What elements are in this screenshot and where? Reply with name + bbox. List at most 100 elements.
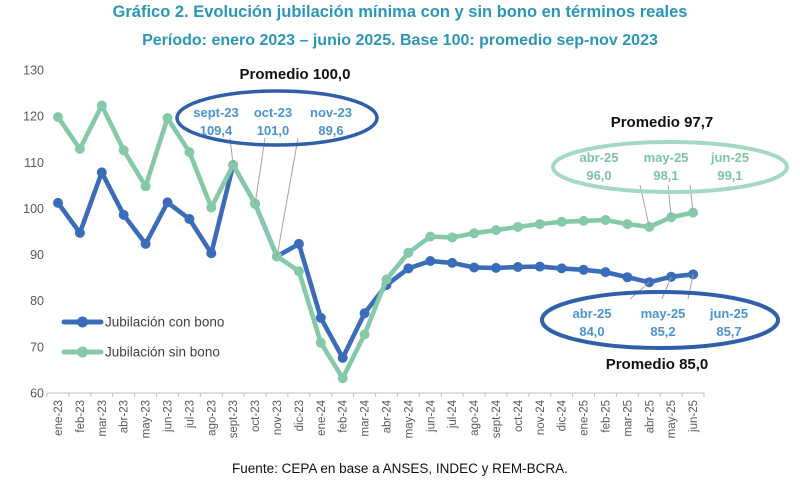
annotation-value: 89,6 <box>318 123 343 138</box>
data-point <box>556 216 567 227</box>
data-point <box>622 219 633 230</box>
annotation-title: Promedio 100,0 <box>240 66 351 83</box>
data-point <box>447 232 458 243</box>
data-point <box>118 209 129 220</box>
y-tick-label: 80 <box>30 294 44 308</box>
data-point <box>293 266 304 277</box>
annotation-month-label: sept-23 <box>193 105 239 120</box>
data-point <box>512 262 523 272</box>
data-point <box>469 262 480 273</box>
x-tick-label: abr-23 <box>119 400 131 433</box>
y-tick-label: 120 <box>23 110 44 124</box>
data-point <box>206 248 217 259</box>
annotation-value: 96,0 <box>586 168 611 183</box>
x-tick-label: mar-25 <box>622 400 634 436</box>
leader-line <box>254 137 266 204</box>
x-tick-label: ago-23 <box>206 400 218 436</box>
chart-canvas: ene-23 feb-23 mar-23 abr-23 may-23 jun-23 jul-… <box>23 64 789 438</box>
annotation-month-label: abr-25 <box>572 306 611 321</box>
legend-marker-swatch <box>77 346 88 358</box>
x-tick-label: may-24 <box>403 399 415 438</box>
chart-subtitle: Período: enero 2023 – junio 2025. Base 1… <box>142 32 658 49</box>
legend-item: Jubilación con bono <box>61 315 224 330</box>
data-point <box>162 113 173 123</box>
legend-label: Jubilación con bono <box>105 315 224 330</box>
x-tick-label: jul-23 <box>184 400 196 429</box>
legend-label: Jubilación sin bono <box>105 345 220 360</box>
x-tick-label: mar-24 <box>360 399 372 436</box>
data-point <box>140 181 151 192</box>
annotation-month-label: jun-25 <box>710 150 749 165</box>
legend: Jubilación con bono Jubilación sin bono <box>61 315 224 360</box>
data-point <box>491 225 501 236</box>
leader-line <box>667 184 672 218</box>
x-tick-label: ene-24 <box>316 399 328 435</box>
data-point <box>53 112 63 123</box>
x-tick-label: jun-25 <box>688 400 700 433</box>
highlight-ellipse <box>175 89 379 147</box>
data-point <box>381 274 392 285</box>
highlight-ellipse <box>540 290 780 350</box>
x-tick-label: may-25 <box>666 400 678 438</box>
x-tick-label: sept-23 <box>228 400 240 438</box>
data-point <box>96 167 107 178</box>
x-tick-label: sept-24 <box>491 399 503 438</box>
y-tick-label: 100 <box>23 202 44 216</box>
data-point <box>425 231 436 242</box>
x-tick-label: feb-23 <box>75 400 87 433</box>
annotation-value: 84,0 <box>579 324 604 339</box>
data-point <box>184 147 195 158</box>
x-tick-label: abr-24 <box>382 399 394 433</box>
annotation-month-label: jun-25 <box>709 306 748 321</box>
data-point <box>337 352 348 363</box>
data-point <box>403 263 414 274</box>
annotation-value: 99,1 <box>717 168 742 183</box>
annotation-month-label: oct-23 <box>254 105 292 120</box>
x-tick-label: oct-23 <box>250 400 262 432</box>
annotation-sin-bono-2025: Promedio 97,7 abr-25 96,0 may-25 98,1 jun-25 9… <box>551 114 789 228</box>
x-tick-label: dic-23 <box>294 400 306 431</box>
data-point <box>140 238 151 249</box>
data-point <box>403 247 414 258</box>
source-note: Fuente: CEPA en base a ANSES, INDEC y RE… <box>232 461 568 476</box>
annotation-base-period: Promedio 100,0 sept-23 109,4 oct-23 101,0 nov… <box>175 66 379 257</box>
data-point <box>293 238 304 249</box>
y-tick-label: 110 <box>24 156 44 170</box>
data-point <box>600 267 611 278</box>
annotation-month-label: may-25 <box>644 150 689 165</box>
annotation-month-label: nov-23 <box>310 105 352 120</box>
y-axis: 60 70 80 90 100 110 120 130 <box>23 64 44 401</box>
annotation-value: 98,1 <box>653 168 678 183</box>
chart-title: Gráfico 2. Evolución jubilación mínima c… <box>112 3 688 21</box>
x-tick-label: may-23 <box>141 400 153 438</box>
data-point <box>184 214 195 224</box>
annotation-title: Promedio 85,0 <box>606 356 709 373</box>
leader-line <box>276 137 299 257</box>
data-point <box>53 197 63 208</box>
data-point <box>534 219 545 230</box>
y-tick-label: 70 <box>30 340 44 354</box>
data-point <box>315 312 326 323</box>
x-tick-label: oct-24 <box>513 399 525 432</box>
x-tick-label: ago-24 <box>469 399 481 435</box>
annotation-month-label: abr-25 <box>579 150 618 165</box>
x-tick-label: abr-25 <box>644 400 656 433</box>
leader-line <box>689 184 694 213</box>
data-point <box>425 256 436 266</box>
data-point <box>578 215 589 226</box>
data-point <box>359 329 370 340</box>
x-tick-label: nov-24 <box>535 399 547 435</box>
data-point <box>556 263 567 274</box>
x-tick-label: ene-23 <box>53 400 65 436</box>
x-tick-label: feb-25 <box>601 400 613 433</box>
data-point <box>337 373 348 384</box>
y-tick-label: 60 <box>30 387 44 401</box>
data-point <box>359 308 370 319</box>
data-point <box>315 337 326 348</box>
legend-marker-swatch <box>77 316 88 328</box>
data-point <box>206 202 217 213</box>
data-point <box>622 272 633 283</box>
data-point <box>578 264 589 275</box>
highlight-ellipse <box>551 140 789 194</box>
